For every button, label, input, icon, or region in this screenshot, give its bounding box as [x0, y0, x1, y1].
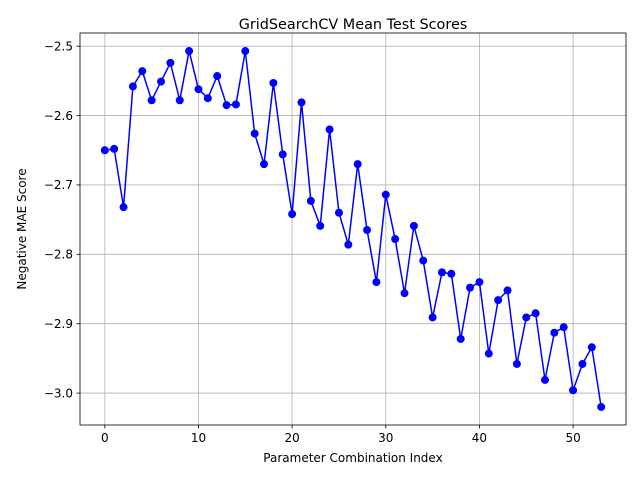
data-point: [447, 269, 456, 278]
data-point: [466, 283, 475, 292]
data-point: [260, 160, 269, 169]
data-point: [372, 278, 381, 287]
data-point: [597, 402, 606, 411]
data-point: [250, 129, 259, 138]
data-point: [391, 235, 400, 244]
data-point: [494, 296, 503, 305]
data-point: [531, 309, 540, 318]
data-point: [334, 208, 343, 217]
data-point: [569, 386, 578, 395]
data-point: [540, 375, 549, 384]
data-point: [119, 203, 128, 212]
data-point: [203, 94, 212, 103]
data-point: [231, 100, 240, 109]
data-point: [128, 82, 137, 91]
data-point: [316, 221, 325, 230]
data-point: [278, 150, 287, 159]
data-point: [288, 210, 297, 219]
data-point: [185, 47, 194, 56]
data-point: [100, 146, 109, 155]
data-point: [344, 240, 353, 249]
data-point: [503, 286, 512, 295]
data-point: [363, 226, 372, 235]
y-tick-label: −2.5: [44, 39, 73, 53]
y-tick-label: −3.0: [44, 386, 73, 400]
y-tick-label: −2.7: [44, 178, 73, 192]
data-point: [269, 78, 278, 87]
data-point: [138, 67, 147, 76]
data-point: [110, 144, 119, 153]
data-point: [175, 96, 184, 105]
data-point: [559, 323, 568, 332]
data-point: [437, 268, 446, 277]
data-point: [381, 190, 390, 199]
y-tick-label: −2.9: [44, 317, 73, 331]
data-point: [456, 334, 465, 343]
data-point: [587, 343, 596, 352]
y-tick-label: −2.6: [44, 109, 73, 123]
data-point: [419, 256, 428, 265]
y-tick-label: −2.8: [44, 248, 73, 262]
x-tick-label: 50: [565, 431, 580, 445]
data-point: [428, 313, 437, 322]
data-point: [550, 328, 559, 337]
plot-frame: [79, 32, 627, 426]
data-point: [484, 349, 493, 358]
series-layer: [100, 47, 606, 411]
data-point: [213, 72, 222, 81]
data-point: [522, 313, 531, 322]
chart-title: GridSearchCV Mean Test Scores: [239, 17, 468, 33]
data-point: [400, 289, 409, 298]
data-point: [297, 98, 306, 107]
x-tick-label: 10: [191, 431, 206, 445]
x-tick-label: 0: [101, 431, 109, 445]
data-point: [157, 77, 166, 86]
data-point: [475, 278, 484, 287]
data-point: [147, 96, 156, 105]
data-point: [325, 125, 334, 134]
data-point: [353, 160, 362, 169]
y-axis-title: Negative MAE Score: [15, 168, 29, 289]
grid: [80, 33, 626, 425]
x-tick-label: 20: [284, 431, 299, 445]
y-axis: −2.5 −2.6 −2.7 −2.8 −2.9 −3.0: [44, 39, 80, 400]
data-point: [166, 58, 175, 67]
series-line: [104, 50, 602, 408]
x-tick-label: 40: [472, 431, 487, 445]
data-point: [222, 101, 231, 110]
data-point: [241, 47, 250, 56]
data-point: [409, 221, 418, 230]
x-axis-title: Parameter Combination Index: [263, 451, 442, 465]
data-point: [306, 196, 315, 205]
data-point: [194, 85, 203, 94]
x-axis: 0 10 20 30 40 50: [101, 425, 581, 445]
data-point: [578, 359, 587, 368]
x-tick-label: 30: [378, 431, 393, 445]
data-point: [512, 359, 521, 368]
